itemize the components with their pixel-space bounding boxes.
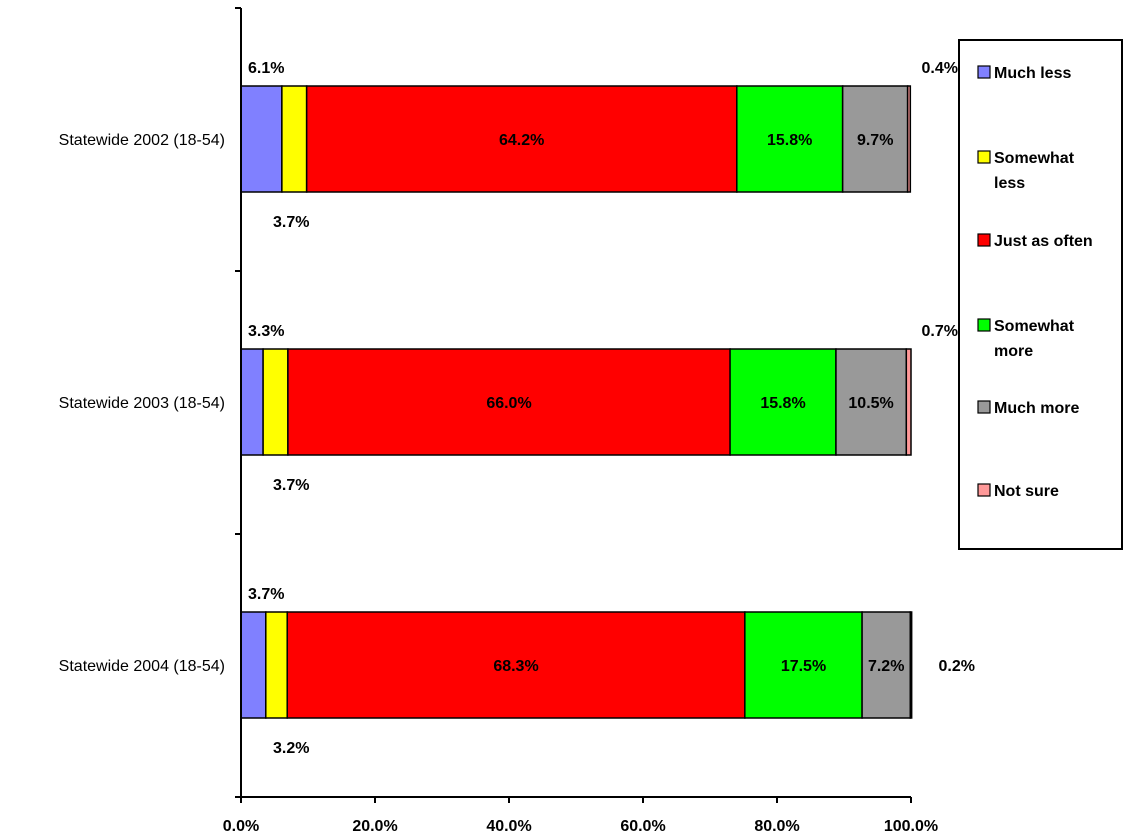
category-label-3: Statewide 2004 (18-54): [59, 658, 225, 675]
x-tick-label-2: 20.0%: [352, 818, 397, 835]
bar-segment-1-5: [841, 85, 909, 193]
data-label-3-1: 3.7%: [248, 586, 284, 603]
bar-segment-2-2: [262, 348, 289, 456]
data-label-2-1: 3.3%: [248, 323, 284, 340]
legend-box: [958, 39, 1123, 550]
bar-segment-1-4: [736, 85, 844, 193]
legend-label-4-line-1: Somewhat: [994, 318, 1075, 335]
data-label-2-5: 10.5%: [848, 395, 893, 412]
data-label-2-6: 0.7%: [922, 323, 958, 340]
bar-segment-2-5: [835, 348, 908, 456]
legend-label-1: Much less: [994, 65, 1071, 82]
data-label-1-4: 15.8%: [767, 132, 812, 149]
legend-label-2-line-2: less: [994, 175, 1025, 192]
data-label-1-6: 0.4%: [922, 60, 958, 77]
category-label-1: Statewide 2002 (18-54): [59, 132, 225, 149]
bar-segment-2-3: [287, 348, 731, 456]
legend: Much less Somewhat less Just as often Somewh…: [958, 39, 1123, 550]
axis-layer: 0.0% 20.0% 40.0% 60.0% 80.0% 100.0% Statewide …: [59, 7, 938, 835]
x-tick-label-4: 60.0%: [620, 818, 665, 835]
legend-label-4-line-2: more: [994, 343, 1033, 360]
data-label-3-6: 0.2%: [939, 658, 975, 675]
legend-swatch-4: [977, 318, 991, 332]
x-tick-label-5: 80.0%: [754, 818, 799, 835]
legend-label-3: Just as often: [994, 233, 1093, 250]
x-tick-label-6: 100.0%: [884, 818, 938, 835]
data-label-1-5: 9.7%: [857, 132, 893, 149]
bar-segment-1-2: [281, 85, 308, 193]
bar-segment-1-1: [240, 85, 283, 193]
legend-label-2-line-1: Somewhat: [994, 150, 1075, 167]
bar-segment-2-4: [729, 348, 837, 456]
data-label-3-3: 68.3%: [493, 658, 538, 675]
data-label-1-2: 3.7%: [273, 214, 309, 231]
data-label-2-3: 66.0%: [486, 395, 531, 412]
legend-label-5: Much more: [994, 400, 1079, 417]
data-label-2-2: 3.7%: [273, 477, 309, 494]
bar-segment-3-1: [240, 611, 267, 719]
data-label-2-4: 15.8%: [760, 395, 805, 412]
bar-segment-1-3: [305, 85, 738, 193]
bar-segment-3-3: [286, 611, 746, 719]
data-label-3-4: 17.5%: [781, 658, 826, 675]
bar-segment-3-4: [744, 611, 863, 719]
data-labels-layer: 6.1% 3.7% 64.2% 15.8% 9.7% 0.4% 3.3% 3.7% 66.0% 1…: [248, 60, 975, 757]
legend-swatch-2: [977, 150, 991, 164]
category-label-2: Statewide 2003 (18-54): [59, 395, 225, 412]
data-label-3-5: 7.2%: [868, 658, 904, 675]
bars-layer: [240, 85, 913, 719]
data-label-1-3: 64.2%: [499, 132, 544, 149]
data-label-3-2: 3.2%: [273, 740, 309, 757]
data-label-1-1: 6.1%: [248, 60, 284, 77]
legend-label-6: Not sure: [994, 483, 1059, 500]
legend-swatch-5: [977, 400, 991, 414]
legend-swatch-6: [977, 483, 991, 497]
legend-swatch-1: [977, 65, 991, 79]
legend-swatch-3: [977, 233, 991, 247]
bar-segment-2-6: [905, 348, 912, 456]
bar-segment-3-6: [909, 611, 913, 719]
bar-segment-1-6: [906, 85, 912, 193]
x-tick-label-3: 40.0%: [486, 818, 531, 835]
bar-segment-3-2: [265, 611, 288, 719]
bar-segment-3-5: [861, 611, 912, 719]
x-tick-label-1: 0.0%: [223, 818, 259, 835]
bar-segment-2-1: [240, 348, 264, 456]
